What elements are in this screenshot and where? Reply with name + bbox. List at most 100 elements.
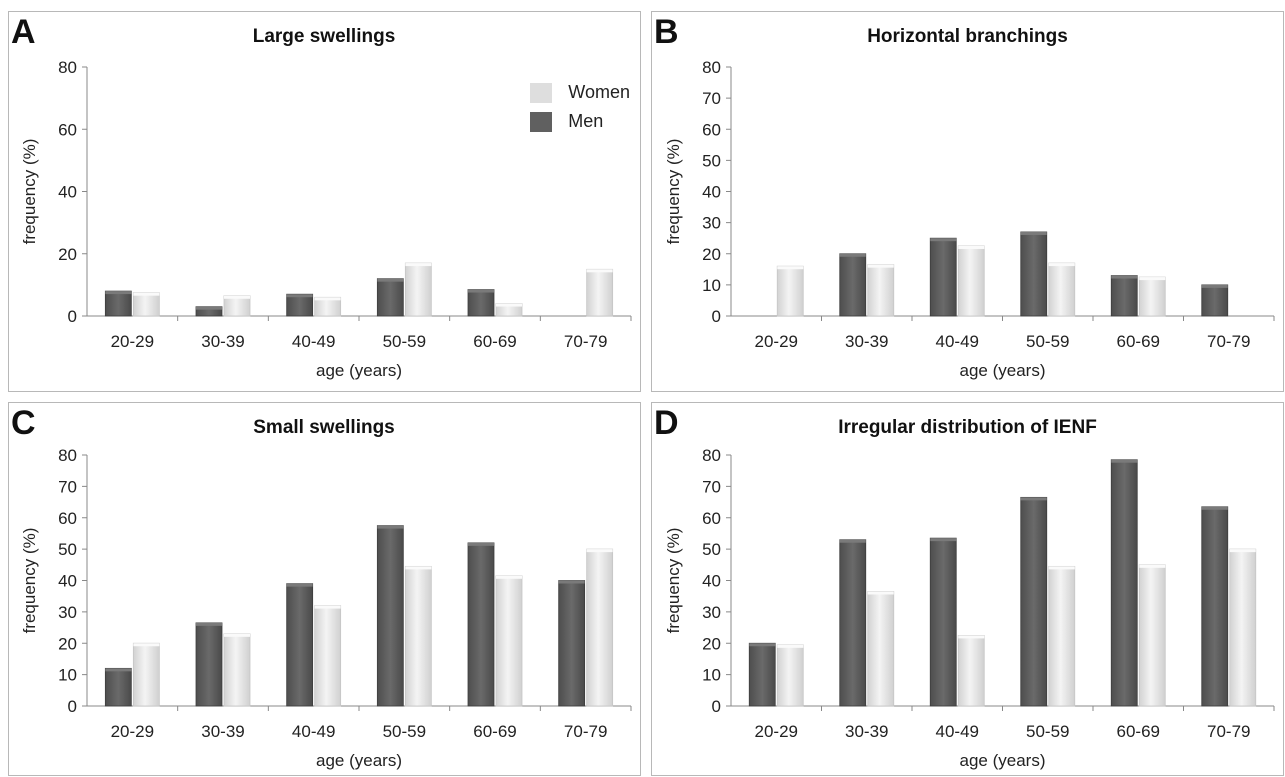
chart-panel-a: A Large swellings 0 20 40 60 80 frequency (%) 2… (8, 11, 641, 392)
bar-women (1048, 565, 1076, 707)
panel-label: D (654, 404, 679, 442)
bar-cap (958, 245, 985, 249)
bar-cap (586, 269, 613, 273)
bar-women (404, 565, 432, 707)
bar-women (132, 642, 160, 707)
bar-women (223, 633, 251, 707)
x-tick-label: 70-79 (564, 722, 607, 741)
x-tick-label: 30-39 (845, 332, 888, 351)
chart-title: Horizontal branchings (867, 26, 1068, 47)
y-tick-label: 0 (68, 697, 77, 716)
y-tick-label: 50 (702, 540, 721, 559)
bar-men (1110, 275, 1138, 317)
y-tick-label: 70 (58, 477, 77, 496)
x-tick-label: 70-79 (1207, 332, 1250, 351)
bar-women (1048, 262, 1076, 317)
bar-women (223, 295, 251, 317)
y-tick-label: 20 (58, 245, 77, 264)
x-tick-label: 20-29 (111, 332, 154, 351)
chart-title: Irregular distribution of IENF (838, 417, 1097, 438)
y-tick-label: 10 (702, 666, 721, 685)
y-tick-label: 60 (58, 509, 77, 528)
bar-cap (1111, 275, 1138, 279)
legend-label-men: Men (568, 111, 604, 131)
bar-men (748, 642, 776, 707)
bar-cap (1048, 566, 1075, 570)
chart-title: Small swellings (253, 417, 395, 438)
y-tick-label: 50 (702, 151, 721, 170)
bar-women (132, 292, 160, 317)
x-tick-label: 30-39 (845, 722, 888, 741)
bar-men (1020, 496, 1048, 707)
bar-cap (1111, 459, 1138, 463)
bar-cap (405, 263, 432, 267)
bar-women (867, 264, 895, 317)
x-tick-label: 40-49 (936, 722, 979, 741)
y-tick-label: 40 (702, 183, 721, 202)
panel-label: A (11, 13, 36, 51)
bar-women (495, 575, 523, 707)
y-tick-label: 0 (712, 697, 721, 716)
y-tick-label: 70 (702, 89, 721, 108)
x-tick-label: 70-79 (564, 332, 607, 351)
x-axis-label: age (years) (316, 751, 402, 770)
bar-cap (1048, 263, 1075, 267)
x-tick-label: 40-49 (936, 332, 979, 351)
bar-women (776, 265, 804, 317)
chart-panel-d: D Irregular distribution of IENF 0 10 20 30 4… (651, 402, 1284, 776)
bar-cap (1201, 284, 1228, 288)
bar-cap (468, 542, 494, 546)
bar-cap (377, 278, 404, 282)
x-tick-label: 60-69 (1117, 332, 1160, 351)
y-axis-label: frequency (%) (20, 139, 39, 245)
chart-c: Small swellings 0 10 20 30 40 50 60 70 80 frequenc… (20, 417, 632, 770)
y-tick-label: 80 (702, 446, 721, 465)
bar-women (1138, 564, 1166, 707)
bar-cap (930, 238, 957, 242)
bar-men (558, 580, 586, 707)
chart-b: Horizontal branchings 0 10 20 30 40 50 60 70 80 fr… (664, 26, 1275, 380)
bar-cap (777, 266, 804, 270)
bar-cap (286, 583, 313, 587)
bar-cap (1020, 231, 1047, 235)
bar-cap (468, 289, 494, 293)
bar-cap (496, 575, 522, 579)
bar-cap (749, 643, 776, 647)
bar-men (929, 537, 957, 707)
bar-cap (777, 644, 804, 648)
bar-women (867, 591, 895, 707)
bar-cap (558, 580, 585, 584)
x-tick-label: 20-29 (755, 332, 798, 351)
bar-cap (1201, 506, 1228, 510)
y-axis-label: frequency (%) (664, 528, 683, 634)
bar-cap (105, 668, 132, 672)
chart-title: Large swellings (253, 26, 396, 47)
x-axis-label: age (years) (960, 751, 1046, 770)
chart-panel-c: C Small swellings 0 10 20 30 40 50 60 70 80 freque… (8, 402, 641, 776)
bar-cap (405, 566, 432, 570)
legend-item-men: Men (530, 107, 630, 136)
x-tick-label: 40-49 (292, 722, 335, 741)
chart-d: Irregular distribution of IENF 0 10 20 30 40 5… (664, 417, 1275, 770)
bar-cap (1020, 497, 1047, 501)
y-tick-label: 60 (702, 120, 721, 139)
x-tick-label: 50-59 (1026, 332, 1069, 351)
bar-cap (867, 264, 894, 268)
bar-men (1201, 284, 1229, 317)
chart-panel-b: B Horizontal branchings 0 10 20 30 40 50 60 70 80… (651, 11, 1284, 392)
y-tick-label: 80 (702, 58, 721, 77)
bar-men (467, 289, 495, 317)
bar-women (586, 548, 614, 707)
legend-label-women: Women (568, 82, 630, 102)
bar-women (957, 635, 985, 707)
y-tick-label: 40 (58, 183, 77, 202)
bar-men (839, 539, 867, 707)
bar-men (1201, 506, 1229, 707)
legend-swatch-men (530, 111, 553, 132)
bar-men (839, 253, 867, 317)
x-tick-label: 20-29 (755, 722, 798, 741)
bar-men (1020, 231, 1048, 317)
x-tick-label: 60-69 (473, 332, 516, 351)
y-tick-label: 50 (58, 540, 77, 559)
panel-label: C (11, 404, 36, 442)
